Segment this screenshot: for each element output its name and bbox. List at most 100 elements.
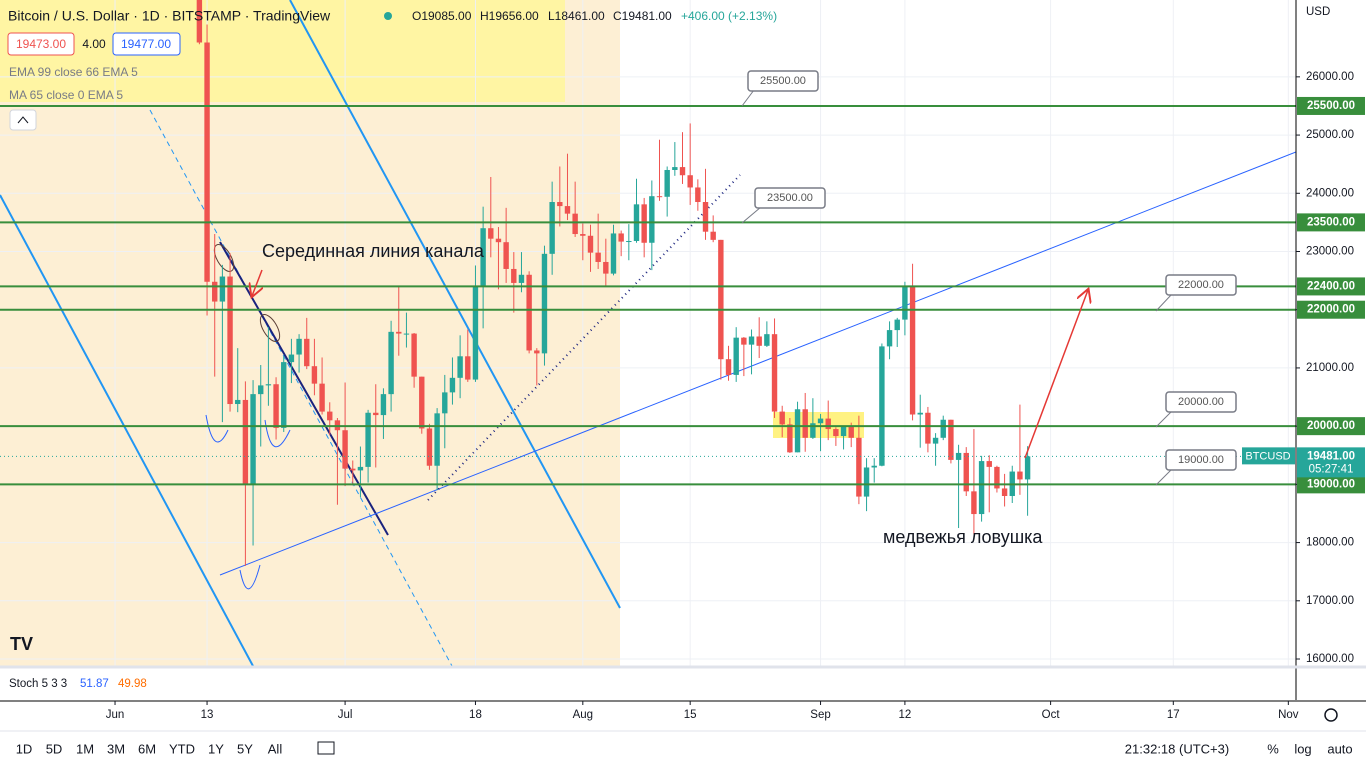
range-button[interactable]: 1M bbox=[76, 741, 94, 756]
candle-body bbox=[886, 330, 893, 347]
range-button[interactable]: 6M bbox=[138, 741, 156, 756]
spread: 4.00 bbox=[82, 37, 106, 51]
candle-body bbox=[986, 461, 992, 467]
range-button[interactable]: 5Y bbox=[237, 741, 253, 756]
candle-body bbox=[748, 336, 755, 345]
x-tick-label: Sep bbox=[810, 709, 830, 721]
candle-body bbox=[733, 337, 739, 375]
x-tick-label: Aug bbox=[573, 709, 593, 721]
drawings bbox=[0, 0, 620, 666]
x-tick-label: 18 bbox=[469, 709, 482, 721]
range-button[interactable]: YTD bbox=[169, 741, 195, 756]
settings-icon[interactable] bbox=[1324, 708, 1338, 722]
channel-line bbox=[289, 0, 621, 609]
countdown: 05:27:41 bbox=[1309, 463, 1354, 475]
range-button[interactable]: 1D bbox=[16, 741, 33, 756]
candle-body bbox=[610, 233, 617, 274]
range-button[interactable]: 5D bbox=[46, 741, 63, 756]
channel-midline bbox=[149, 109, 453, 666]
auto-toggle[interactable]: auto bbox=[1327, 741, 1352, 756]
candle-body bbox=[863, 467, 870, 497]
candle-body bbox=[879, 346, 885, 466]
highlight-box bbox=[0, 0, 565, 102]
candle-body bbox=[227, 276, 233, 405]
callout-label: 23500.00 bbox=[767, 192, 813, 204]
candle-body bbox=[1001, 488, 1008, 497]
ohlc-close: C19481.00 bbox=[613, 9, 672, 23]
candle-body bbox=[702, 202, 709, 232]
candle-body bbox=[618, 233, 624, 242]
y-tick-label: 23000.00 bbox=[1306, 246, 1354, 258]
y-tick-label: 25000.00 bbox=[1306, 129, 1354, 141]
indicator-legend: MA 65 close 0 EMA 5 bbox=[9, 88, 123, 102]
status-dot bbox=[384, 12, 392, 20]
clock: 21:32:18 (UTC+3) bbox=[1125, 741, 1229, 756]
candle-body bbox=[695, 187, 701, 203]
candle-body bbox=[380, 394, 387, 416]
callout-pointer bbox=[1155, 410, 1173, 428]
candle-body bbox=[526, 274, 532, 351]
symbol-tag bbox=[1242, 447, 1295, 465]
log-toggle[interactable]: log bbox=[1294, 741, 1311, 756]
candle-body bbox=[541, 253, 548, 354]
candle-body bbox=[649, 196, 655, 243]
candle-body bbox=[940, 419, 946, 438]
candle-body bbox=[434, 413, 440, 466]
collapse-button[interactable] bbox=[9, 109, 37, 131]
last-price-tag bbox=[1297, 447, 1365, 478]
collapse-icon[interactable] bbox=[17, 116, 29, 124]
percent-toggle[interactable]: % bbox=[1267, 741, 1279, 756]
sell-price[interactable]: 19473.00 bbox=[16, 37, 66, 51]
candle-body bbox=[258, 385, 264, 395]
x-tick-label: Oct bbox=[1042, 709, 1061, 721]
candle-body bbox=[626, 241, 632, 243]
dotted-line bbox=[427, 174, 741, 501]
candle-body bbox=[587, 235, 594, 253]
x-tick-label: 15 bbox=[684, 709, 697, 721]
range-button[interactable]: All bbox=[268, 741, 283, 756]
y-tick-label: 24000.00 bbox=[1306, 187, 1354, 199]
buy-price[interactable]: 19477.00 bbox=[121, 37, 171, 51]
candle-body bbox=[779, 411, 785, 425]
candle-body bbox=[710, 231, 716, 240]
candle-body bbox=[580, 234, 586, 236]
candle-body bbox=[687, 175, 693, 188]
candle-body bbox=[1024, 456, 1031, 480]
range-button[interactable]: 1Y bbox=[208, 741, 224, 756]
candle-body bbox=[978, 461, 985, 515]
candle-body bbox=[250, 394, 256, 485]
x-tick-label: Nov bbox=[1278, 709, 1299, 721]
level-tag-label: 22000.00 bbox=[1307, 304, 1355, 316]
buy-button[interactable] bbox=[112, 32, 181, 56]
date-range-icon[interactable] bbox=[317, 741, 335, 755]
x-tick-label: Jun bbox=[106, 709, 125, 721]
candle-body bbox=[656, 196, 663, 198]
candle-body bbox=[304, 338, 310, 367]
callout-label: 20000.00 bbox=[1178, 396, 1224, 408]
level-tag-label: 22400.00 bbox=[1307, 280, 1355, 292]
callout-pointer bbox=[1155, 293, 1173, 312]
level-tag-label: 25500.00 bbox=[1307, 100, 1355, 112]
drawings bbox=[0, 0, 1296, 666]
candle-body bbox=[296, 338, 302, 355]
candle-body bbox=[840, 426, 847, 437]
candle-body bbox=[971, 491, 977, 515]
candle-body bbox=[963, 452, 969, 492]
arrow bbox=[1024, 290, 1088, 459]
candle-body bbox=[718, 239, 724, 360]
candle-body bbox=[848, 426, 854, 438]
y-tick-label: 21000.00 bbox=[1306, 362, 1354, 374]
callout-box bbox=[1165, 449, 1237, 471]
ohlc-open: O19085.00 bbox=[412, 9, 472, 23]
candle-body bbox=[557, 202, 563, 207]
candle-body bbox=[1017, 471, 1023, 480]
candle-body bbox=[465, 356, 471, 380]
callout-box bbox=[747, 70, 819, 92]
candle-body bbox=[764, 334, 770, 346]
sell-button[interactable] bbox=[7, 32, 75, 56]
candle-body bbox=[350, 468, 356, 471]
range-button[interactable]: 3M bbox=[107, 741, 125, 756]
candle-body bbox=[342, 430, 348, 469]
x-tick-label: 13 bbox=[201, 709, 214, 721]
currency: USD bbox=[1306, 6, 1330, 18]
